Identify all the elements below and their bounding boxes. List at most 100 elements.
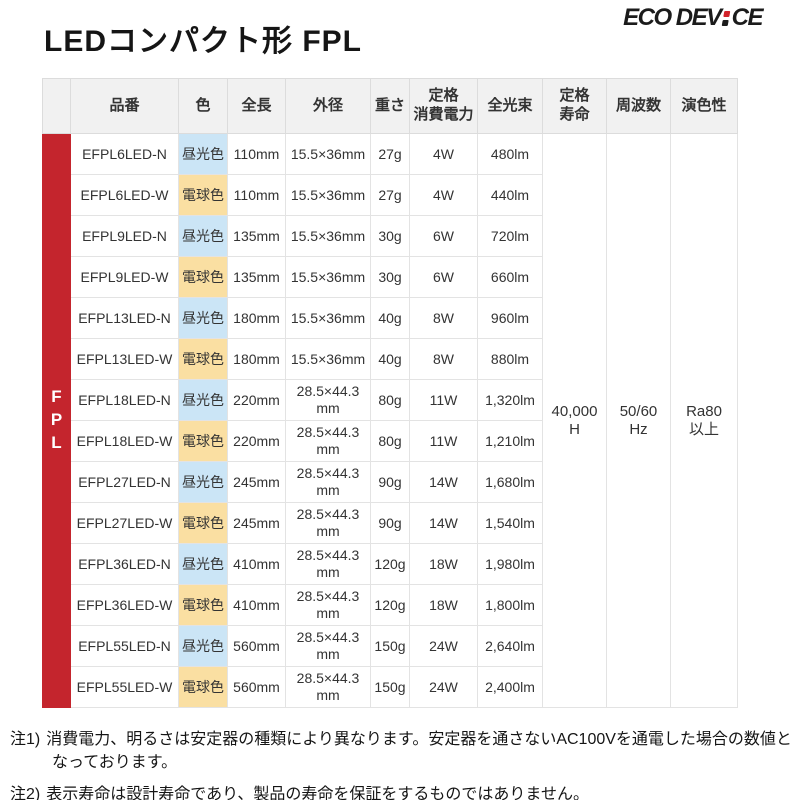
table-row: EFPL27LED-N 昼光色 245mm 28.5×44.3 mm 90g 14W 1,6… <box>43 461 738 503</box>
col-header-color-rendering: 演色性 <box>670 78 738 134</box>
cell-color: 昼光色 <box>178 461 228 503</box>
col-header-life: 定格 寿命 <box>542 78 607 134</box>
cell-model: EFPL9LED-W <box>70 256 179 298</box>
cell-length: 135mm <box>227 215 286 257</box>
cell-length: 110mm <box>227 133 286 175</box>
cell-flux: 1,680lm <box>477 461 543 503</box>
cell-length: 410mm <box>227 543 286 585</box>
cell-color: 電球色 <box>178 502 228 544</box>
cell-weight: 27g <box>370 133 410 175</box>
col-header-length: 全長 <box>227 78 286 134</box>
cell-weight: 90g <box>370 502 410 544</box>
cell-color: 電球色 <box>178 256 228 298</box>
cell-model: EFPL27LED-N <box>70 461 179 503</box>
logo-text-left: ECO DEV <box>623 4 722 31</box>
cell-diameter: 28.5×44.3 mm <box>285 461 371 503</box>
cell-weight: 150g <box>370 625 410 667</box>
cell-diameter: 15.5×36mm <box>285 215 371 257</box>
spec-table: 品番 色 全長 外径 重さ 定格 消費電力 全光束 定格 寿命 周波数 演色性 … <box>42 78 738 708</box>
cell-weight: 80g <box>370 420 410 462</box>
cell-color: 電球色 <box>178 174 228 216</box>
table-row: EFPL13LED-N 昼光色 180mm 15.5×36mm 40g 8W 960lm <box>43 297 738 339</box>
col-header-weight: 重さ <box>370 78 410 134</box>
cell-power: 6W <box>409 256 478 298</box>
cell-model: EFPL6LED-W <box>70 174 179 216</box>
table-row: EFPL9LED-N 昼光色 135mm 15.5×36mm 30g 6W 720lm <box>43 215 738 257</box>
cell-power: 11W <box>409 379 478 421</box>
cell-color: 昼光色 <box>178 215 228 257</box>
cell-model: EFPL55LED-W <box>70 666 179 708</box>
cell-weight: 40g <box>370 338 410 380</box>
cell-weight: 150g <box>370 666 410 708</box>
cell-flux: 880lm <box>477 338 543 380</box>
table-row: F P L EFPL6LED-N 昼光色 110mm 15.5×36mm 27g 4W 480… <box>42 133 738 708</box>
row-group-label: F P L <box>42 133 71 708</box>
footnote-1-label: 注1) <box>10 731 41 748</box>
cell-flux: 1,540lm <box>477 502 543 544</box>
cell-model: EFPL36LED-W <box>70 584 179 626</box>
cell-diameter: 28.5×44.3 mm <box>285 584 371 626</box>
cell-diameter: 15.5×36mm <box>285 174 371 216</box>
cell-length: 220mm <box>227 379 286 421</box>
cell-power: 24W <box>409 666 478 708</box>
cell-length: 410mm <box>227 584 286 626</box>
logo-i-dots-icon <box>721 10 730 26</box>
cell-diameter: 15.5×36mm <box>285 297 371 339</box>
cell-model: EFPL6LED-N <box>70 133 179 175</box>
cell-flux: 2,640lm <box>477 625 543 667</box>
col-header-flux: 全光束 <box>477 78 543 134</box>
cell-length: 245mm <box>227 502 286 544</box>
cell-flux: 1,320lm <box>477 379 543 421</box>
table-row: EFPL55LED-N 昼光色 560mm 28.5×44.3 mm 150g 24W 2,… <box>43 625 738 667</box>
brand-logo: ECO DEV CE <box>623 4 764 31</box>
cell-length: 245mm <box>227 461 286 503</box>
cell-flux: 1,210lm <box>477 420 543 462</box>
cell-weight: 90g <box>370 461 410 503</box>
cell-model: EFPL9LED-N <box>70 215 179 257</box>
table-row: EFPL9LED-W 電球色 135mm 15.5×36mm 30g 6W 660lm <box>43 256 738 298</box>
cell-power: 6W <box>409 215 478 257</box>
cell-diameter: 28.5×44.3 mm <box>285 543 371 585</box>
cell-power: 18W <box>409 584 478 626</box>
table-row: EFPL13LED-W 電球色 180mm 15.5×36mm 40g 8W 880lm <box>43 338 738 380</box>
cell-weight: 30g <box>370 256 410 298</box>
cell-weight: 80g <box>370 379 410 421</box>
cell-weight: 30g <box>370 215 410 257</box>
footnote-1-text: 消費電力、明るさは安定器の種類により異なります。安定器を通さないAC100Vを通… <box>46 731 792 772</box>
cell-flux: 1,980lm <box>477 543 543 585</box>
cell-frequency: 50/60 Hz <box>606 133 671 708</box>
cell-weight: 40g <box>370 297 410 339</box>
cell-power: 4W <box>409 133 478 175</box>
cell-flux: 660lm <box>477 256 543 298</box>
cell-model: EFPL18LED-W <box>70 420 179 462</box>
header-row: 品番 色 全長 外径 重さ 定格 消費電力 全光束 定格 寿命 周波数 演色性 <box>42 78 738 134</box>
cell-length: 220mm <box>227 420 286 462</box>
cell-color-rendering: Ra80 以上 <box>670 133 738 708</box>
cell-weight: 120g <box>370 543 410 585</box>
table-body: F P L EFPL6LED-N 昼光色 110mm 15.5×36mm 27g 4W 480… <box>42 133 738 708</box>
cell-length: 560mm <box>227 625 286 667</box>
cell-flux: 960lm <box>477 297 543 339</box>
logo-black-dot <box>721 19 729 26</box>
cell-flux: 1,800lm <box>477 584 543 626</box>
cell-diameter: 15.5×36mm <box>285 133 371 175</box>
cell-diameter: 15.5×36mm <box>285 338 371 380</box>
cell-power: 14W <box>409 502 478 544</box>
col-header-frequency: 周波数 <box>606 78 671 134</box>
cell-color: 昼光色 <box>178 543 228 585</box>
cell-flux: 2,400lm <box>477 666 543 708</box>
cell-diameter: 28.5×44.3 mm <box>285 666 371 708</box>
cell-diameter: 15.5×36mm <box>285 256 371 298</box>
table-row: EFPL6LED-W 電球色 110mm 15.5×36mm 27g 4W 440lm <box>43 174 738 216</box>
cell-color: 電球色 <box>178 420 228 462</box>
cell-flux: 720lm <box>477 215 543 257</box>
cell-model: EFPL27LED-W <box>70 502 179 544</box>
cell-power: 14W <box>409 461 478 503</box>
footnote-1: 注1) 消費電力、明るさは安定器の種類により異なります。安定器を通さないAC100… <box>10 728 792 774</box>
cell-model: EFPL18LED-N <box>70 379 179 421</box>
logo-text-right: CE <box>731 4 764 31</box>
cell-diameter: 28.5×44.3 mm <box>285 379 371 421</box>
footnote-2: 注2) 表示寿命は設計寿命であり、製品の寿命を保証をするものではありません。 <box>10 783 792 800</box>
cell-power: 8W <box>409 297 478 339</box>
table-row: EFPL55LED-W 電球色 560mm 28.5×44.3 mm 150g 24W 2,… <box>43 666 738 708</box>
